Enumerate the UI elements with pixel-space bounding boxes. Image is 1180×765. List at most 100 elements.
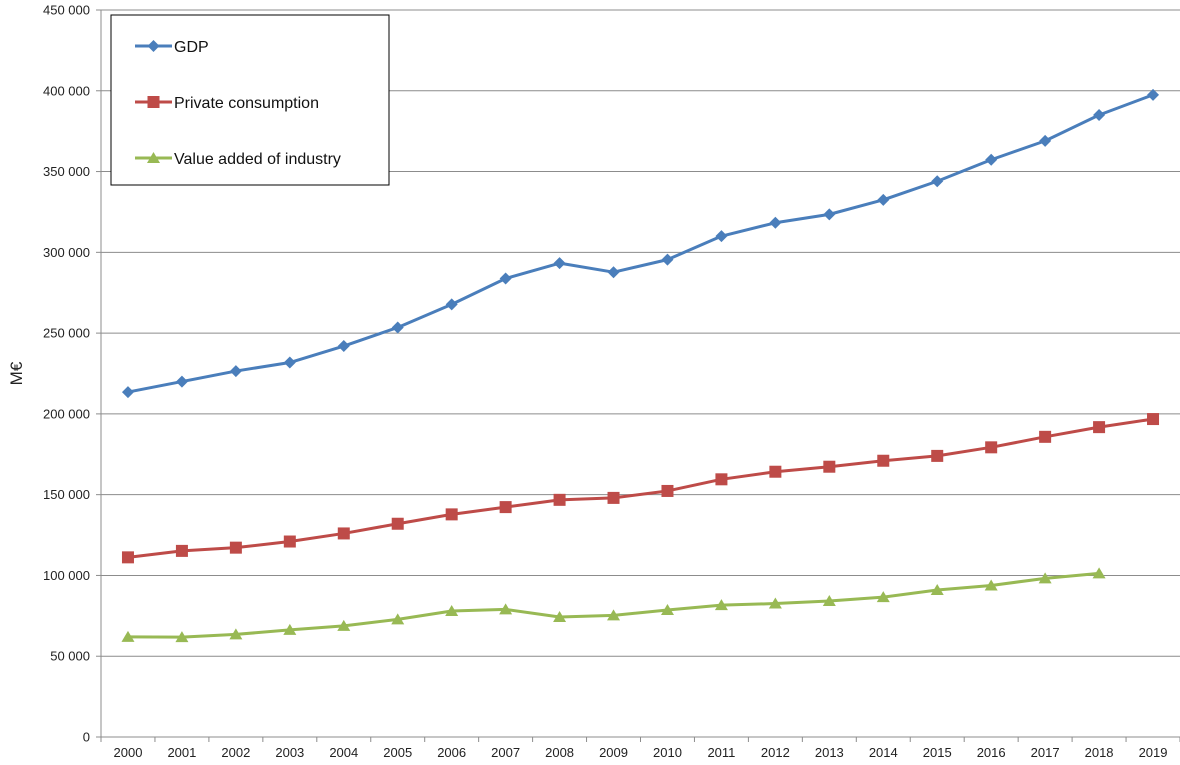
data-point [1093, 109, 1106, 122]
data-point [1147, 413, 1160, 426]
legend-label: Private consumption [174, 95, 319, 112]
y-tick-label: 50 000 [50, 649, 90, 664]
data-point [715, 230, 728, 243]
data-point [391, 321, 404, 334]
data-point [931, 175, 944, 188]
data-point [985, 153, 998, 166]
data-point [877, 454, 890, 467]
x-tick-label: 2005 [383, 745, 412, 760]
data-point [229, 365, 242, 378]
data-point [337, 340, 350, 353]
data-point [715, 473, 728, 486]
x-tick-label: 2019 [1139, 745, 1168, 760]
y-tick-label: 300 000 [43, 245, 90, 260]
axes [100, 10, 1180, 742]
x-tick-label: 2004 [329, 745, 358, 760]
data-point [1147, 88, 1160, 101]
series-line [127, 571, 1100, 639]
data-point [553, 257, 566, 270]
y-axis-title: M€ [7, 361, 26, 385]
legend-label: Value added of industry [174, 151, 341, 168]
x-tick-label: 2008 [545, 745, 574, 760]
data-point [445, 508, 458, 521]
x-tick-label: 2015 [923, 745, 952, 760]
data-point [553, 610, 567, 622]
data-point [391, 517, 404, 530]
data-point [121, 630, 135, 642]
legend-marker [147, 96, 160, 108]
y-tick-label: 200 000 [43, 406, 90, 421]
x-tick-label: 2017 [1031, 745, 1060, 760]
series-group [121, 88, 1160, 643]
data-point [175, 631, 189, 643]
data-point [229, 541, 242, 554]
y-tick-label: 400 000 [43, 83, 90, 98]
data-point [768, 597, 782, 609]
data-point [499, 272, 512, 285]
data-point [661, 484, 674, 497]
x-tick-label: 2002 [221, 745, 250, 760]
data-point [337, 527, 350, 540]
data-point [121, 551, 134, 564]
data-point [823, 460, 836, 473]
data-point [1038, 572, 1052, 584]
y-axis-tick-labels: 0 50 000 100 000 150 000 200 000 250 000 300 0… [43, 3, 90, 745]
x-axis-tick-labels: 2000 2001 2002 2003 2004 2005 2006 2007 2008 2009… [114, 745, 1168, 760]
data-point [769, 216, 782, 229]
data-point [1092, 567, 1106, 579]
x-tick-label: 2003 [275, 745, 304, 760]
data-point [985, 441, 998, 454]
data-point [607, 609, 621, 621]
y-tick-label: 100 000 [43, 568, 90, 583]
data-point [823, 208, 836, 221]
data-point [607, 266, 620, 279]
y-tick-label: 0 [83, 730, 90, 745]
series-private-consumption [121, 413, 1160, 564]
x-tick-label: 2007 [491, 745, 520, 760]
data-point [121, 386, 134, 399]
data-point [445, 298, 458, 311]
x-tick-label: 2006 [437, 745, 466, 760]
x-tick-label: 2009 [599, 745, 628, 760]
legend-marker [147, 152, 160, 163]
x-tick-label: 2013 [815, 745, 844, 760]
x-tick-label: 2018 [1085, 745, 1114, 760]
x-tick-label: 2000 [114, 745, 143, 760]
data-point [175, 544, 188, 557]
y-tick-label: 150 000 [43, 487, 90, 502]
data-point [337, 619, 351, 631]
data-point [876, 591, 890, 603]
y-tick-label: 350 000 [43, 164, 90, 179]
data-point [769, 465, 782, 478]
x-tick-label: 2012 [761, 745, 790, 760]
y-tick-label: 450 000 [43, 3, 90, 18]
data-point [930, 583, 944, 595]
data-point [822, 594, 836, 606]
x-tick-label: 2011 [707, 745, 735, 760]
data-point [660, 604, 674, 616]
series-gdp [121, 88, 1160, 399]
data-point [175, 375, 188, 388]
legend-item: Value added of industry [135, 151, 341, 168]
data-point [714, 599, 728, 611]
data-point [283, 623, 297, 635]
data-point [931, 449, 944, 462]
data-point [877, 193, 890, 206]
data-point [229, 628, 243, 640]
legend-item: GDP [135, 39, 209, 56]
data-point [391, 613, 405, 625]
series-line [127, 93, 1154, 394]
data-point [1039, 430, 1052, 443]
legend-item: Private consumption [135, 95, 319, 112]
legend-label: GDP [174, 39, 209, 56]
series-value-added-of-industry [121, 567, 1106, 643]
data-point [283, 535, 296, 548]
data-point [661, 253, 674, 266]
data-point [1093, 421, 1106, 434]
data-point [984, 579, 998, 591]
legend: GDP Private consumption Value added of ind… [110, 14, 390, 186]
x-tick-label: 2001 [167, 745, 196, 760]
x-tick-label: 2010 [653, 745, 682, 760]
x-tick-label: 2016 [977, 745, 1006, 760]
